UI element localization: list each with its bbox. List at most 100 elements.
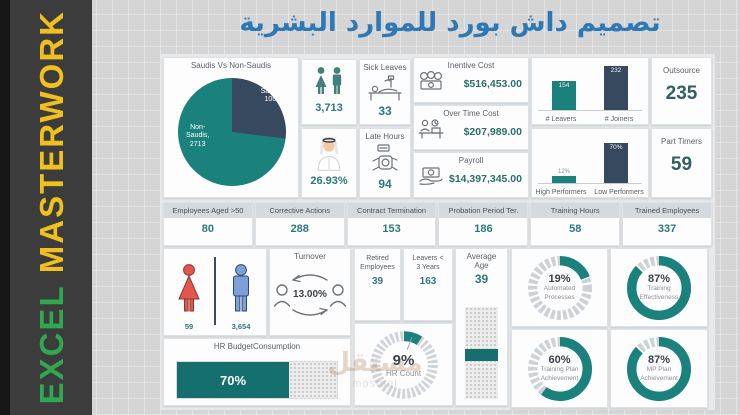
hr-budget-card: HR BudgetConsumption 70% xyxy=(163,338,351,406)
saudization-card: 26.93% xyxy=(301,128,357,198)
training-plan-value: 60% xyxy=(548,354,571,367)
automated-processes-value: 19% xyxy=(548,273,571,286)
average-age-band xyxy=(465,349,498,362)
kpi-corrective-actions: Corrective Actions 288 xyxy=(254,202,345,246)
female-icon xyxy=(174,263,204,320)
sick-leaves-card: Sick Leaves 33 xyxy=(359,59,411,125)
left-edge-strip xyxy=(0,0,10,415)
kpi-value: 153 xyxy=(382,223,401,235)
hr-budget-progress-fill: 70% xyxy=(177,362,289,398)
turnover-cycle-icon xyxy=(270,261,350,327)
male-female-couple-icon xyxy=(302,60,356,102)
headcount-value: 3,713 xyxy=(315,102,343,114)
male-count: 3,654 xyxy=(231,322,251,331)
hr-budget-progress-track: 70% xyxy=(176,361,338,399)
retired-employees-label: Retired Employees xyxy=(360,255,395,272)
leavers-3-years-card: Leavers < 3 Years 163 xyxy=(403,248,453,321)
joiners-bar-value: 232 xyxy=(610,67,622,75)
brand-word-excel: EXCEL xyxy=(32,284,70,405)
low-performers-bar-value: 70% xyxy=(609,143,623,151)
mp-plan-value: 87% xyxy=(647,354,671,367)
mp-plan-label: MP Plan Achievement xyxy=(640,366,678,382)
low-performers-axis-label: Low Performers xyxy=(594,189,644,196)
male-icon xyxy=(226,263,256,320)
incentive-cost-value: $516,453.00 xyxy=(463,77,522,90)
kpi-contract-termination: Contract Termination 153 xyxy=(346,202,437,246)
late-hours-value: 94 xyxy=(378,177,392,192)
kpi-label: Employees Aged >50 xyxy=(164,203,252,218)
joiners-axis-label: # Joiners xyxy=(604,116,634,123)
average-age-label: Average Age xyxy=(466,252,497,271)
part-timers-value: 59 xyxy=(670,154,693,176)
employee-desk-clock-icon xyxy=(418,119,444,144)
automated-processes-donut xyxy=(527,255,592,320)
average-age-bar xyxy=(465,307,498,399)
training-plan-label: Training Plan Achievement xyxy=(540,366,579,382)
kpi-value: 186 xyxy=(474,223,493,235)
saudization-value: 26.93% xyxy=(310,175,348,187)
headcount-card: 3,713 xyxy=(301,59,357,125)
hr-budget-title: HR BudgetConsumption xyxy=(213,342,301,351)
performers-chart: 12% 70% High Performers Low Performers xyxy=(531,128,649,198)
kpi-probation-period-ter: Probation Period Ter. 186 xyxy=(438,202,529,246)
kpi-row: Employees Aged >50 80 Corrective Actions… xyxy=(163,202,712,246)
overtime-cost-card: Over Time Cost $207,989.00 xyxy=(413,105,529,150)
incentive-cost-card: Inentive Cost $516,453.00 xyxy=(413,57,529,103)
mp-plan-donut xyxy=(627,336,691,401)
gender-split-card: 59 3,654 xyxy=(163,248,267,336)
hr-count-donut xyxy=(369,330,438,399)
leavers-joiners-chart: 154 232 # Leavers # Joiners xyxy=(531,57,649,125)
brand-vertical-text: EXCEL MASTERWORK xyxy=(32,10,70,405)
high-performers-bar xyxy=(552,176,576,183)
turnover-title: Turnover xyxy=(294,252,326,261)
retired-employees-value: 39 xyxy=(371,276,384,288)
automated-processes-donut-card: 19% Automated Processes xyxy=(511,248,608,327)
payroll-value: $14,397,345.00 xyxy=(449,172,522,185)
joiners-bar: 232 xyxy=(604,66,628,110)
training-effectiveness-label: Training Effectiveness xyxy=(639,285,679,301)
payroll-title: Payroll xyxy=(458,156,484,165)
retired-employees-card: Retired Employees 39 xyxy=(354,248,401,321)
wrist-watch-icon xyxy=(360,141,410,177)
low-performers-bar: 70% xyxy=(604,142,628,183)
sick-leaves-value: 33 xyxy=(378,104,392,119)
turnover-card: Turnover 13.00% xyxy=(269,248,351,336)
performers-plot: 12% 70% xyxy=(538,137,642,184)
late-hours-title: Late Hours xyxy=(365,132,405,141)
kpi-label: Corrective Actions xyxy=(255,203,344,218)
average-age-card: Average Age 39 xyxy=(455,248,508,406)
brand-word-masterwork: MASTERWORK xyxy=(32,10,70,274)
kpi-label: Training Hours xyxy=(531,203,620,218)
hospital-bed-icon xyxy=(360,72,410,104)
hr-count-label: HR Count xyxy=(385,368,422,378)
female-count: 59 xyxy=(184,322,194,331)
part-timers-title: Part Timers xyxy=(661,137,702,146)
high-performers-bar-value: 12% xyxy=(557,169,570,176)
leavers-3-years-label: Leavers < 3 Years xyxy=(412,255,444,272)
leavers-bar-value: 154 xyxy=(558,82,570,90)
kpi-value: 337 xyxy=(657,223,677,235)
sick-leaves-title: Sick Leaves xyxy=(363,63,407,72)
kpi-label: Trained Employees xyxy=(623,203,711,218)
hr-count-donut-card: 9% HR Count xyxy=(354,323,453,406)
kpi-value: 80 xyxy=(201,223,215,235)
brand-sidebar: EXCEL MASTERWORK xyxy=(10,0,92,415)
pie-label-saudis: Saudis, 1000 xyxy=(260,88,284,104)
kpi-label: Probation Period Ter. xyxy=(439,203,528,218)
average-age-value: 39 xyxy=(474,272,489,287)
coins-money-icon xyxy=(418,71,444,96)
kpi-label: Contract Termination xyxy=(347,203,436,218)
kpi-value: 288 xyxy=(290,223,309,235)
saudi-man-icon xyxy=(302,129,356,175)
automated-processes-label: Automated Processes xyxy=(543,285,576,301)
leavers-joiners-plot: 154 232 xyxy=(538,64,642,111)
training-plan-donut-card: 60% Training Plan Achievement xyxy=(511,329,608,408)
kpi-training-hours: Training Hours 58 xyxy=(530,202,621,246)
kpi-trained-employees: Trained Employees 337 xyxy=(622,202,712,246)
pie-label-non-saudis: Non- Saudis, 2713 xyxy=(186,124,210,148)
hr-count-value: 9% xyxy=(392,351,415,369)
saudis-pie-card: Saudis Vs Non-Saudis Saudis, 1000 Non- S… xyxy=(163,57,299,198)
training-plan-donut xyxy=(527,336,592,401)
saudis-pie xyxy=(178,78,286,186)
gender-divider xyxy=(214,257,216,325)
